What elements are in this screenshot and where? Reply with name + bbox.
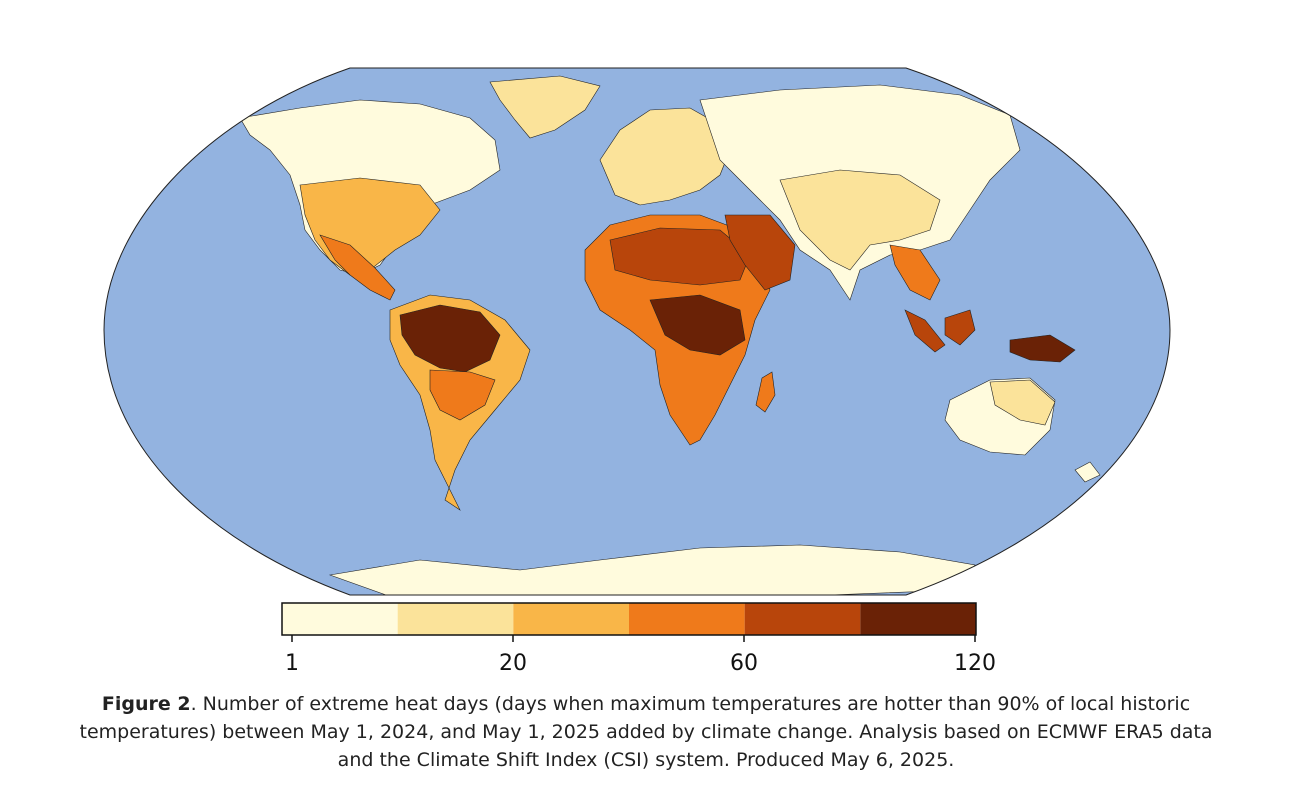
amazon: [399, 304, 501, 373]
world-heat-map: [103, 67, 1171, 596]
australia-east: [989, 379, 1056, 426]
figure-label: Figure 2: [101, 693, 191, 715]
colorbar-segment-2: [397, 603, 514, 635]
south-asia: [779, 169, 941, 271]
central-africa: [649, 294, 746, 356]
colorbar-segment-5: [744, 603, 861, 635]
madagascar: [755, 371, 776, 413]
new-guinea: [1009, 334, 1076, 363]
colorbar-segments: [282, 603, 976, 635]
colorbar-tick-label-120: 120: [954, 651, 996, 676]
sahara: [609, 227, 751, 286]
borneo: [944, 309, 976, 346]
mexico: [319, 234, 396, 301]
colorbar: 1 20 60 120: [281, 602, 996, 676]
arabia: [724, 214, 796, 291]
colorbar-frame: [281, 602, 977, 636]
colorbar-segment-3: [513, 603, 629, 635]
caption-text: . Number of extreme heat days (days when…: [79, 693, 1213, 771]
southeast-asia: [889, 244, 941, 301]
sumatra: [904, 309, 946, 353]
figure-caption: Figure 2. Number of extreme heat days (d…: [60, 690, 1232, 774]
colorbar-segment-4: [629, 603, 745, 635]
globe-outline: [103, 67, 1171, 596]
colorbar-segment-6: [860, 603, 976, 635]
south-america-core: [429, 369, 496, 421]
new-zealand: [1074, 461, 1101, 483]
greenland: [489, 75, 601, 139]
colorbar-tick-label-1: 1: [285, 651, 299, 676]
colorbar-segment-1: [282, 603, 398, 635]
colorbar-tick-label-20: 20: [499, 651, 527, 676]
colorbar-tick-label-60: 60: [730, 651, 758, 676]
antarctica: [328, 544, 976, 595]
